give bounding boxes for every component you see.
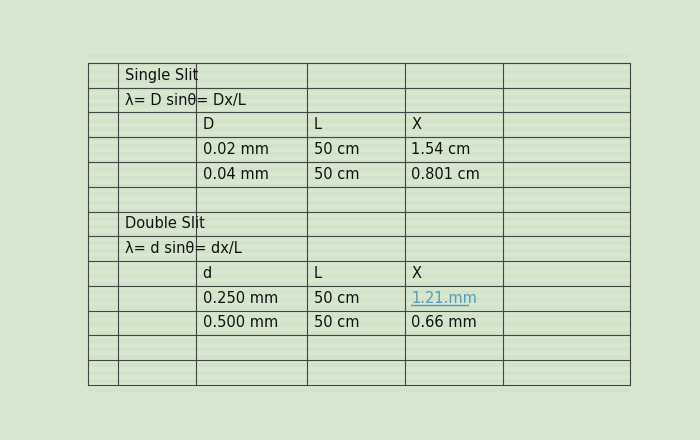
Bar xyxy=(88,306,630,310)
Bar xyxy=(88,330,630,335)
Bar xyxy=(88,143,630,148)
Text: 50 cm: 50 cm xyxy=(314,167,359,182)
Text: 0.250 mm: 0.250 mm xyxy=(202,291,278,306)
Bar xyxy=(88,160,630,164)
Text: Single Slit: Single Slit xyxy=(125,68,198,83)
Text: 1.21.mm: 1.21.mm xyxy=(412,291,477,306)
Text: 50 cm: 50 cm xyxy=(314,291,359,306)
Bar xyxy=(88,119,630,123)
Text: X: X xyxy=(412,117,421,132)
Bar xyxy=(88,388,630,392)
Bar xyxy=(88,209,630,213)
Text: 0.02 mm: 0.02 mm xyxy=(202,142,269,157)
Bar xyxy=(88,192,630,196)
Bar xyxy=(88,136,630,139)
Text: L: L xyxy=(314,266,322,281)
Text: 0.801 cm: 0.801 cm xyxy=(412,167,480,182)
Text: d: d xyxy=(202,266,212,281)
Bar xyxy=(88,79,630,83)
Text: 1.54 cm: 1.54 cm xyxy=(412,142,470,157)
Text: L: L xyxy=(314,117,322,132)
Text: 0.04 mm: 0.04 mm xyxy=(202,167,268,182)
Text: λ= d sinθ= dx/L: λ= d sinθ= dx/L xyxy=(125,241,242,256)
Bar xyxy=(88,379,630,384)
Text: 50 cm: 50 cm xyxy=(314,142,359,157)
Text: D: D xyxy=(202,117,214,132)
Bar xyxy=(88,70,630,74)
Bar xyxy=(88,176,630,180)
Bar xyxy=(88,127,630,132)
Text: X: X xyxy=(412,266,421,281)
Bar xyxy=(88,217,630,221)
Bar xyxy=(88,363,630,367)
Bar xyxy=(88,339,630,343)
Text: 50 cm: 50 cm xyxy=(314,315,359,330)
Bar xyxy=(88,241,630,245)
Text: 0.500 mm: 0.500 mm xyxy=(202,315,278,330)
Bar xyxy=(88,87,630,91)
Bar xyxy=(88,225,630,229)
Bar xyxy=(88,201,630,205)
Bar xyxy=(88,184,630,188)
Bar xyxy=(88,290,630,294)
Bar xyxy=(88,152,630,156)
Bar xyxy=(88,54,630,58)
Bar xyxy=(88,103,630,107)
Bar xyxy=(88,274,630,278)
Bar xyxy=(88,111,630,115)
Bar xyxy=(88,95,630,99)
Bar xyxy=(88,347,630,351)
Bar xyxy=(88,168,630,172)
Bar xyxy=(88,282,630,286)
Bar xyxy=(88,249,630,253)
Bar xyxy=(88,233,630,237)
Text: 0.66 mm: 0.66 mm xyxy=(412,315,477,330)
Text: λ= D sinθ= Dx/L: λ= D sinθ= Dx/L xyxy=(125,92,246,108)
Bar xyxy=(88,62,630,66)
Bar xyxy=(88,323,630,326)
Bar xyxy=(88,355,630,359)
Bar xyxy=(88,257,630,261)
Bar xyxy=(88,298,630,302)
Bar xyxy=(88,266,630,270)
Text: Double Slit: Double Slit xyxy=(125,216,205,231)
Bar xyxy=(88,314,630,319)
Bar xyxy=(88,371,630,375)
